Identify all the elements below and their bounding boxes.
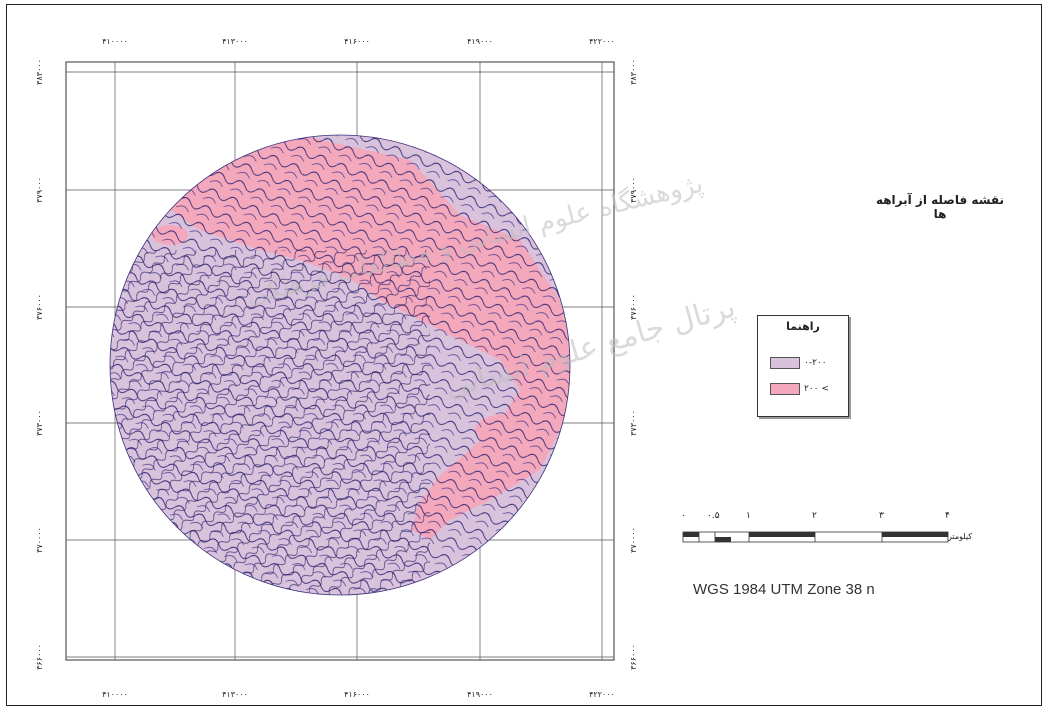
map-title: نقشه فاصله از آبراهه ها: [875, 193, 1005, 221]
x-tick-label-top-2: ۴۱۶۰۰۰: [344, 37, 370, 46]
legend-title: راهنما: [786, 320, 820, 333]
y-tick-label-left-0: ۳۸۳۰۰۰: [35, 59, 44, 85]
scale-label-4: ۴: [945, 511, 950, 521]
scale-label-3: ۳: [879, 511, 884, 521]
legend-swatch-far: [770, 383, 800, 395]
y-tick-label-right-4: ۳۷۰۰۰۰: [629, 527, 638, 553]
x-tick-label-bottom-1: ۴۱۳۰۰۰: [222, 690, 248, 699]
y-tick-label-left-4: ۳۷۰۰۰۰: [35, 527, 44, 553]
x-tick-label-top-1: ۴۱۳۰۰۰: [222, 37, 248, 46]
x-tick-label-top-3: ۴۱۹۰۰۰: [467, 37, 493, 46]
scale-label-1: ۱: [746, 511, 751, 521]
x-axis-top: ۴۱۰۰۰۰ ۴۱۳۰۰۰ ۴۱۶۰۰۰ ۴۱۹۰۰۰ ۴۲۲۰۰۰: [102, 37, 615, 46]
x-tick-label-bottom-4: ۴۲۲۰۰۰: [589, 690, 615, 699]
scale-unit: کیلومتر: [948, 532, 973, 541]
y-axis-left: ۳۸۳۰۰۰ ۳۷۹۰۰۰ ۳۷۶۰۰۰ ۳۷۳۰۰۰ ۳۷۰۰۰۰ ۳۶۶۰۰۰: [35, 59, 44, 670]
scale-bar: [682, 531, 949, 543]
y-tick-label-right-1: ۳۷۹۰۰۰: [629, 177, 638, 203]
y-tick-label-right-3: ۳۷۳۰۰۰: [629, 410, 638, 436]
y-tick-label-left-5: ۳۶۶۰۰۰: [35, 644, 44, 670]
scale-label-0-5: ۰.۵: [707, 511, 720, 521]
y-tick-label-left-1: ۳۷۹۰۰۰: [35, 177, 44, 203]
x-tick-label-bottom-2: ۴۱۶۰۰۰: [344, 690, 370, 699]
map-neatline: [65, 61, 615, 661]
legend: راهنما ۰-۲۰۰ ۲۰۰ <: [757, 315, 849, 417]
x-tick-label-bottom-0: ۴۱۰۰۰۰: [102, 690, 128, 699]
y-tick-label-left-3: ۳۷۳۰۰۰: [35, 410, 44, 436]
y-tick-label-right-0: ۳۸۳۰۰۰: [629, 59, 638, 85]
x-tick-label-top-4: ۴۲۲۰۰۰: [589, 37, 615, 46]
legend-label-far: ۲۰۰ <: [804, 384, 829, 394]
scale-label-0: ۰: [681, 511, 686, 521]
y-axis-right: ۳۸۳۰۰۰ ۳۷۹۰۰۰ ۳۷۶۰۰۰ ۳۷۳۰۰۰ ۳۷۰۰۰۰ ۳۶۶۰۰۰: [629, 59, 638, 670]
study-area: [110, 135, 570, 595]
legend-item-far: ۲۰۰ <: [770, 382, 829, 396]
y-tick-label-right-5: ۳۶۶۰۰۰: [629, 644, 638, 670]
projection-label: WGS 1984 UTM Zone 38 n: [693, 581, 875, 598]
y-tick-label-right-2: ۳۷۶۰۰۰: [629, 294, 638, 320]
scale-label-2: ۲: [812, 511, 817, 521]
x-axis-bottom: ۴۱۰۰۰۰ ۴۱۳۰۰۰ ۴۱۶۰۰۰ ۴۱۹۰۰۰ ۴۲۲۰۰۰: [102, 690, 615, 699]
study-area-outline: [109, 134, 571, 596]
x-tick-label-bottom-3: ۴۱۹۰۰۰: [467, 690, 493, 699]
legend-item-near: ۰-۲۰۰: [770, 356, 827, 370]
x-tick-label-top-0: ۴۱۰۰۰۰: [102, 37, 128, 46]
stream-network-dense: [110, 250, 430, 595]
legend-label-near: ۰-۲۰۰: [804, 358, 827, 368]
legend-swatch-near: [770, 357, 800, 369]
y-tick-label-left-2: ۳۷۶۰۰۰: [35, 294, 44, 320]
